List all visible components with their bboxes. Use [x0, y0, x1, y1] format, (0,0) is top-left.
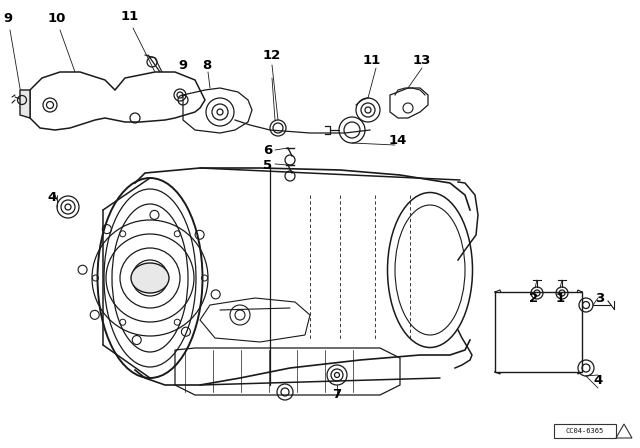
Text: 5: 5 — [264, 159, 273, 172]
Polygon shape — [20, 90, 30, 118]
Ellipse shape — [131, 263, 169, 293]
Text: 14: 14 — [389, 134, 407, 146]
Text: 11: 11 — [121, 9, 139, 22]
Text: 9: 9 — [179, 59, 188, 72]
Text: 12: 12 — [263, 48, 281, 61]
Text: 1: 1 — [556, 292, 564, 305]
Text: 13: 13 — [413, 53, 431, 66]
Text: 2: 2 — [529, 292, 539, 305]
Text: 4: 4 — [47, 190, 56, 203]
Text: 11: 11 — [363, 53, 381, 66]
Text: CC04-6365: CC04-6365 — [566, 428, 604, 434]
Polygon shape — [495, 292, 582, 372]
Text: 10: 10 — [48, 12, 66, 25]
Text: 8: 8 — [202, 59, 212, 72]
Polygon shape — [30, 72, 205, 130]
Text: 7: 7 — [332, 388, 342, 401]
Text: 3: 3 — [595, 292, 605, 305]
Text: 9: 9 — [3, 12, 13, 25]
FancyBboxPatch shape — [554, 424, 616, 438]
Text: 6: 6 — [264, 143, 273, 156]
Text: 4: 4 — [593, 374, 603, 387]
